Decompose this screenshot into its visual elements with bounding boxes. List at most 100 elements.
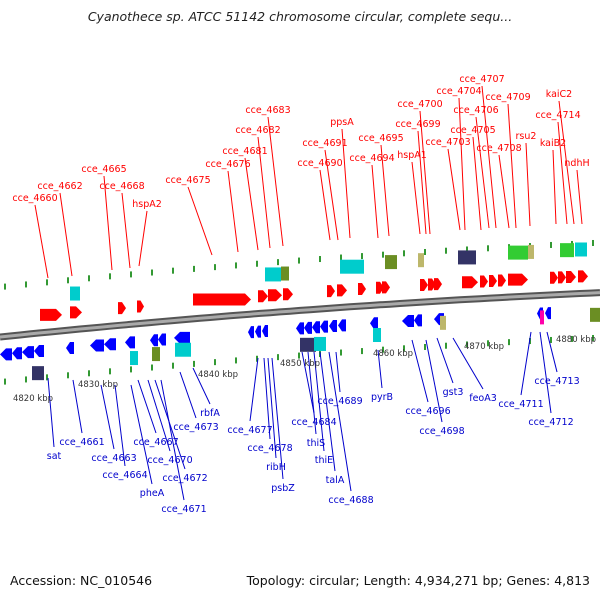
map-title: Cyanothece sp. ATCC 51142 chromosome cir…: [87, 9, 513, 24]
feature-block: [575, 242, 587, 257]
tick-mark: [235, 357, 237, 364]
gene-label-cce_4714: cce_4714: [535, 110, 580, 121]
tick-mark: [487, 245, 489, 252]
reverse-gene: [248, 326, 254, 339]
feature-block: [508, 245, 528, 260]
gene-label-hspA1: hspA1: [397, 150, 427, 161]
forward-gene: [382, 281, 390, 294]
gene-label-ppsA: ppsA: [330, 117, 354, 128]
feature-block: [32, 366, 44, 381]
leader-line: [452, 337, 484, 390]
leader-line: [411, 161, 421, 235]
leader-line: [447, 148, 461, 231]
reverse-gene: [90, 339, 104, 352]
forward-gene: [283, 288, 293, 301]
gene-label-talA: talA: [326, 475, 345, 486]
gene-label-rsu2: rsu2: [516, 131, 537, 142]
leader-line: [249, 357, 259, 422]
gene-label-cce_4664: cce_4664: [102, 470, 147, 481]
leader-line: [425, 339, 443, 423]
leader-line: [319, 351, 336, 472]
forward-gene: [137, 300, 144, 313]
gene-label-cce_4671: cce_4671: [161, 504, 206, 515]
tick-mark: [382, 251, 384, 258]
reverse-gene: [66, 342, 74, 355]
feature-block: [130, 351, 138, 366]
feature-block: [540, 310, 544, 325]
gene-label-cce_4694: cce_4694: [349, 153, 394, 164]
leader-line: [324, 149, 339, 241]
tick-mark: [403, 250, 405, 257]
gene-label-cce_4704: cce_4704: [436, 86, 481, 97]
feature-block: [314, 336, 326, 351]
leader-line: [481, 85, 497, 229]
tick-mark: [592, 239, 594, 246]
reverse-gene: [320, 320, 328, 333]
reverse-gene: [158, 333, 166, 346]
tick-mark: [340, 254, 342, 261]
gene-label-rbfA: rbfA: [200, 408, 220, 419]
tick-mark: [4, 378, 6, 385]
feature-block: [152, 347, 160, 362]
gene-label-cce_4665: cce_4665: [81, 164, 126, 175]
leader-line: [417, 130, 427, 235]
leader-line: [557, 121, 568, 225]
scale-label: 4870 kbp: [464, 342, 504, 352]
leader-line: [507, 103, 517, 229]
forward-gene: [40, 308, 62, 321]
forward-gene: [193, 293, 251, 306]
gene-label-feoA3: feoA3: [469, 393, 497, 404]
gene-label-kaiC2: kaiC2: [546, 89, 572, 100]
leader-line: [576, 169, 583, 225]
tick-mark: [487, 340, 489, 347]
tick-mark: [214, 359, 216, 366]
tick-mark: [466, 246, 468, 253]
tick-mark: [424, 343, 426, 350]
leader-line: [137, 379, 157, 434]
tick-mark: [277, 354, 279, 361]
tick-mark: [550, 336, 552, 343]
label-leader-lines: [34, 85, 583, 501]
feature-block: [385, 255, 397, 270]
leader-line: [179, 371, 197, 419]
reverse-gene: [174, 331, 190, 344]
leader-line: [227, 170, 239, 253]
scale-label: 4820 kbp: [13, 394, 53, 404]
gene-label-thiE: thiE: [315, 455, 333, 466]
feature-block: [458, 250, 476, 265]
leader-line: [267, 357, 277, 459]
gene-label-cce_4682: cce_4682: [235, 125, 280, 136]
scale-label: 4850 kbp: [280, 359, 320, 369]
leader-line: [539, 331, 552, 414]
tick-mark: [361, 253, 363, 260]
gene-label-cce_4670: cce_4670: [147, 455, 192, 466]
forward-gene: [489, 274, 497, 287]
reverse-gene: [255, 325, 261, 338]
gene-label-pyrB: pyrB: [371, 392, 393, 403]
scale-label: 4880 kbp: [556, 335, 596, 345]
tick-mark: [193, 360, 195, 367]
tick-mark: [403, 345, 405, 352]
forward-gene: [70, 306, 82, 319]
leader-line: [257, 136, 271, 249]
chromosome-backbone: [0, 289, 600, 341]
reverse-gene: [262, 325, 268, 338]
tick-mark: [445, 342, 447, 349]
gene-label-cce_4684: cce_4684: [291, 417, 336, 428]
tick-mark: [466, 341, 468, 348]
gene-label-cce_4698: cce_4698: [419, 426, 464, 437]
forward-gene: [508, 273, 528, 286]
leader-line: [546, 331, 558, 373]
tick-mark: [25, 376, 27, 383]
feature-block: [560, 243, 574, 258]
tick-mark: [256, 355, 258, 362]
gene-label-ndhH: ndhH: [564, 158, 589, 169]
tick-mark: [46, 279, 48, 286]
reverse-gene: [338, 319, 346, 332]
leader-line: [313, 351, 325, 452]
gene-label-cce_4689: cce_4689: [317, 396, 362, 407]
gene-label-cce_4673: cce_4673: [173, 422, 218, 433]
tick-mark: [172, 362, 174, 369]
gene-label-thiS: thiS: [307, 438, 325, 449]
gene-label-ribH: ribH: [266, 462, 286, 473]
